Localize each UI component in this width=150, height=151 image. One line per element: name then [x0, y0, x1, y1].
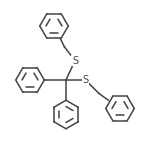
Text: S: S [72, 56, 78, 66]
Text: S: S [82, 75, 88, 85]
